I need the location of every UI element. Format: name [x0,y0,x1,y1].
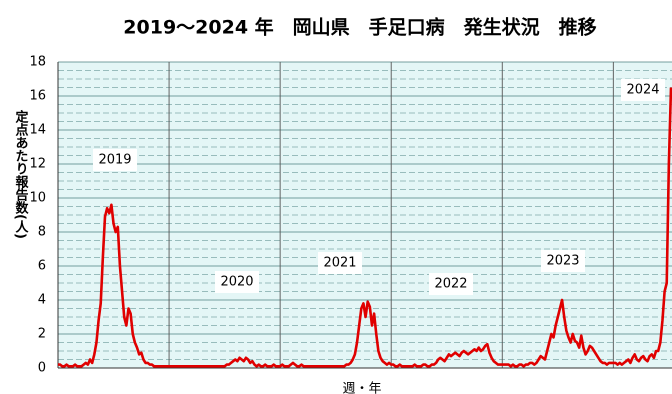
chart-title: 2019～2024 年 岡山県 手足口病 発生状況 推移 [123,16,596,39]
y-tick-label: 8 [38,225,46,240]
annotation: 2020 [220,275,253,290]
y-tick-label: 14 [29,123,46,138]
x-axis-label: 週・年 [342,382,381,394]
annotation: 2019 [98,153,131,168]
annotation-box [215,271,259,293]
data-line [58,87,672,368]
y-tick-label: 0 [38,361,46,376]
annotation: 2023 [546,254,579,269]
y-tick-label: 6 [38,259,46,274]
annotation: 2022 [434,277,467,292]
y-tick-label: 12 [29,157,46,172]
y-tick-label: 2 [38,327,46,342]
annotation-box [93,149,137,171]
y-tick-label: 18 [29,55,46,70]
annotation-box [429,273,473,295]
annotation: 2024 [626,83,659,98]
y-tick-label: 10 [29,191,46,206]
annotation-box [318,252,362,274]
annotation: 2021 [323,256,356,271]
annotation-box [621,79,665,101]
y-tick-label: 4 [38,293,46,308]
y-axis-label: 定点あたり報告数(人) [13,109,30,238]
y-tick-label: 16 [29,89,46,104]
annotation-box [541,250,585,272]
